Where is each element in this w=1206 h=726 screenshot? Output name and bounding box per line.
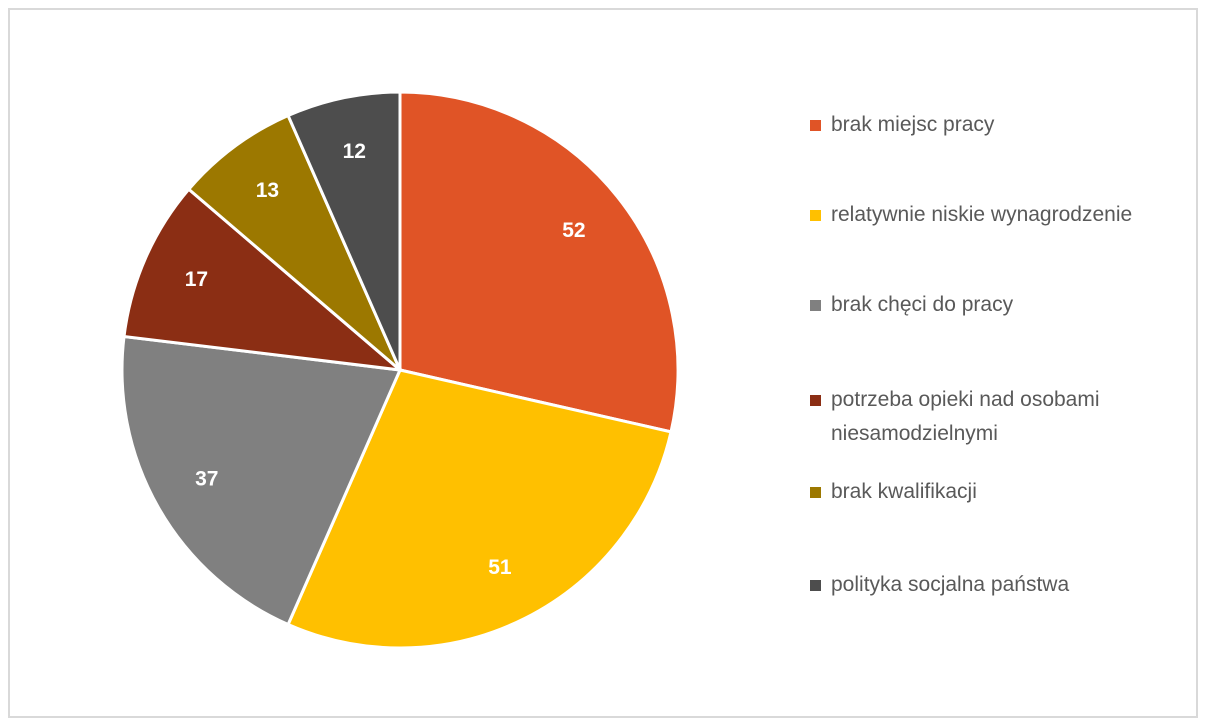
pie-slice [398, 90, 680, 434]
legend-label: brak chęci do pracy [831, 293, 1014, 316]
legend-swatch [810, 395, 821, 406]
legend-label: polityka socjalna państwa [831, 573, 1070, 596]
chart-frame [8, 8, 1198, 718]
legend-item: brak miejsc pracy [810, 108, 994, 142]
legend-label: brak miejsc pracy [831, 113, 995, 136]
legend-swatch [810, 580, 821, 591]
data-label: 17 [185, 268, 208, 291]
data-label: 52 [562, 219, 585, 242]
pie-slice [120, 334, 403, 627]
legend-item: brak chęci do pracy [810, 288, 1013, 322]
data-label: 37 [195, 468, 218, 491]
pie-slice [286, 368, 673, 650]
pie-slice [122, 187, 405, 373]
legend-swatch [810, 210, 821, 221]
data-label: 13 [256, 179, 279, 202]
legend-item: brak kwalifikacji [810, 475, 977, 509]
data-label: 51 [488, 556, 512, 579]
legend-item: potrzeba opieki nad osobami niesamodziel… [810, 383, 1170, 451]
data-label: 12 [343, 140, 366, 163]
legend-swatch [810, 120, 821, 131]
legend-swatch [810, 300, 821, 311]
legend-label: potrzeba opieki nad osobami niesamodziel… [831, 388, 1100, 445]
pie-slice [186, 113, 402, 372]
pie-slice [286, 90, 402, 371]
legend-label: brak kwalifikacji [831, 480, 977, 503]
legend-swatch [810, 487, 821, 498]
legend-item: relatywnie niskie wynagrodzenie [810, 198, 1132, 232]
legend-item: polityka socjalna państwa [810, 568, 1069, 602]
legend-label: relatywnie niskie wynagrodzenie [831, 203, 1133, 226]
